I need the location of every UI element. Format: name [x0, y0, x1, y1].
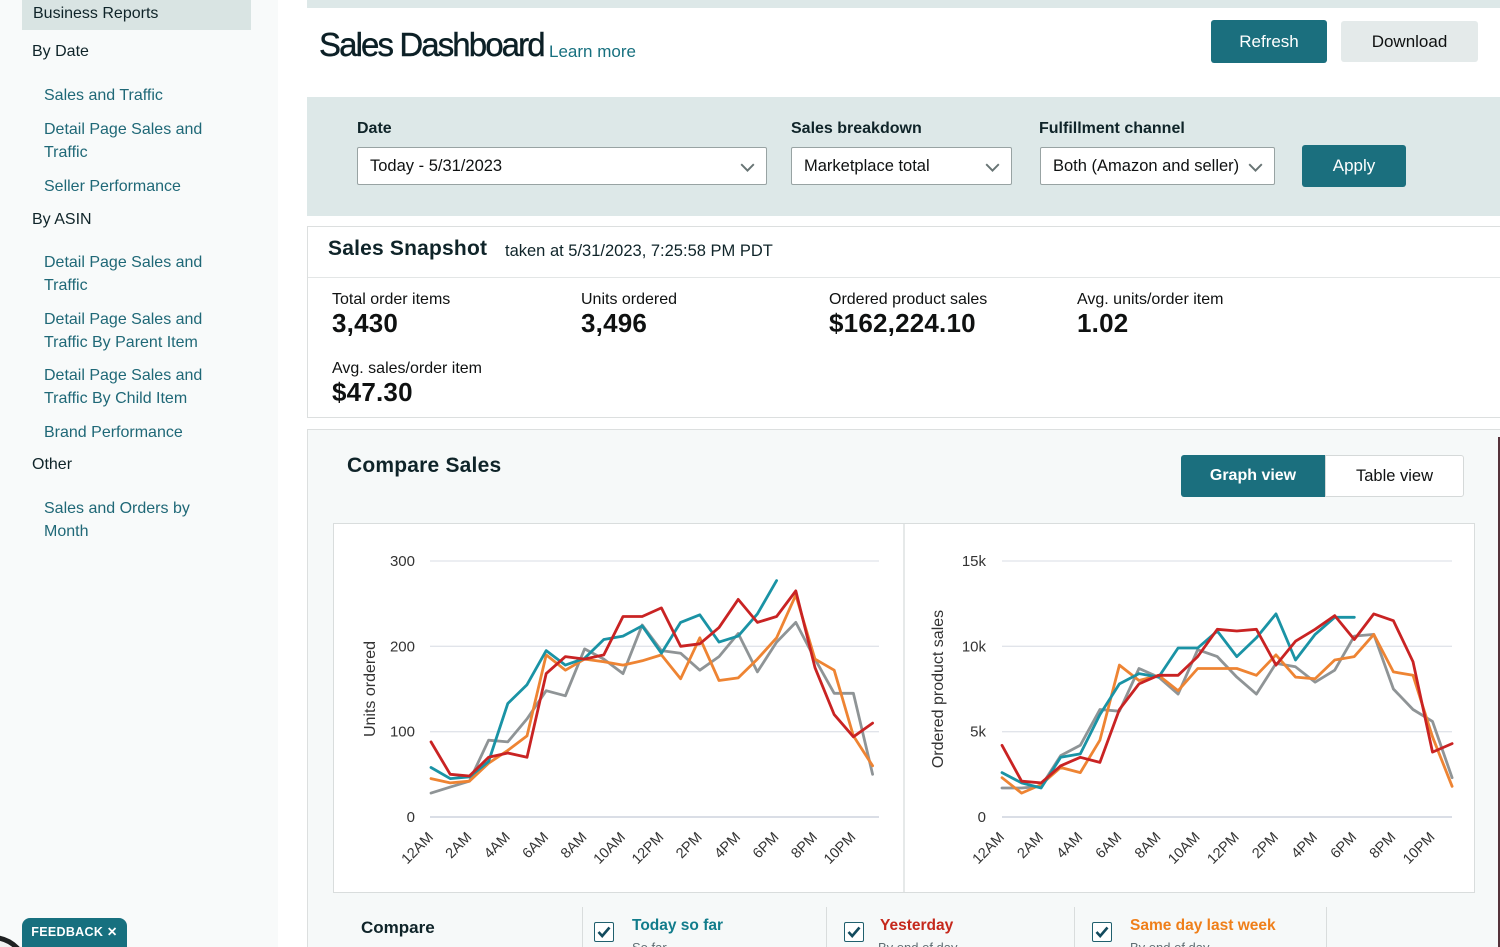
svg-text:0: 0 [407, 809, 415, 826]
svg-text:6PM: 6PM [1328, 830, 1360, 862]
svg-text:8AM: 8AM [1132, 830, 1164, 862]
svg-text:12PM: 12PM [1205, 830, 1243, 868]
svg-text:12AM: 12AM [399, 830, 437, 868]
svg-text:8AM: 8AM [558, 830, 590, 862]
svg-text:2PM: 2PM [1249, 830, 1281, 862]
svg-text:Ordered product sales: Ordered product sales [930, 610, 947, 768]
svg-text:200: 200 [390, 638, 415, 655]
svg-text:5k: 5k [970, 724, 986, 741]
svg-text:4AM: 4AM [1054, 830, 1086, 862]
svg-text:4AM: 4AM [481, 830, 513, 862]
svg-text:10PM: 10PM [821, 830, 859, 868]
svg-text:8PM: 8PM [1367, 830, 1399, 862]
svg-text:10AM: 10AM [1165, 830, 1203, 868]
svg-text:8PM: 8PM [788, 830, 820, 862]
svg-text:2AM: 2AM [1015, 830, 1047, 862]
svg-text:4PM: 4PM [712, 830, 744, 862]
svg-text:2AM: 2AM [443, 830, 475, 862]
svg-text:100: 100 [390, 724, 415, 741]
svg-text:2PM: 2PM [673, 830, 705, 862]
svg-text:15k: 15k [962, 553, 987, 570]
svg-text:10PM: 10PM [1400, 830, 1438, 868]
svg-text:6AM: 6AM [520, 830, 552, 862]
svg-text:300: 300 [390, 553, 415, 570]
svg-text:6AM: 6AM [1093, 830, 1125, 862]
svg-text:12AM: 12AM [970, 830, 1008, 868]
svg-text:6PM: 6PM [750, 830, 782, 862]
svg-text:10AM: 10AM [591, 830, 629, 868]
svg-text:4PM: 4PM [1289, 830, 1321, 862]
svg-text:Units ordered: Units ordered [362, 641, 379, 737]
svg-text:12PM: 12PM [629, 830, 667, 868]
svg-text:0: 0 [978, 809, 986, 826]
svg-text:10k: 10k [962, 638, 987, 655]
